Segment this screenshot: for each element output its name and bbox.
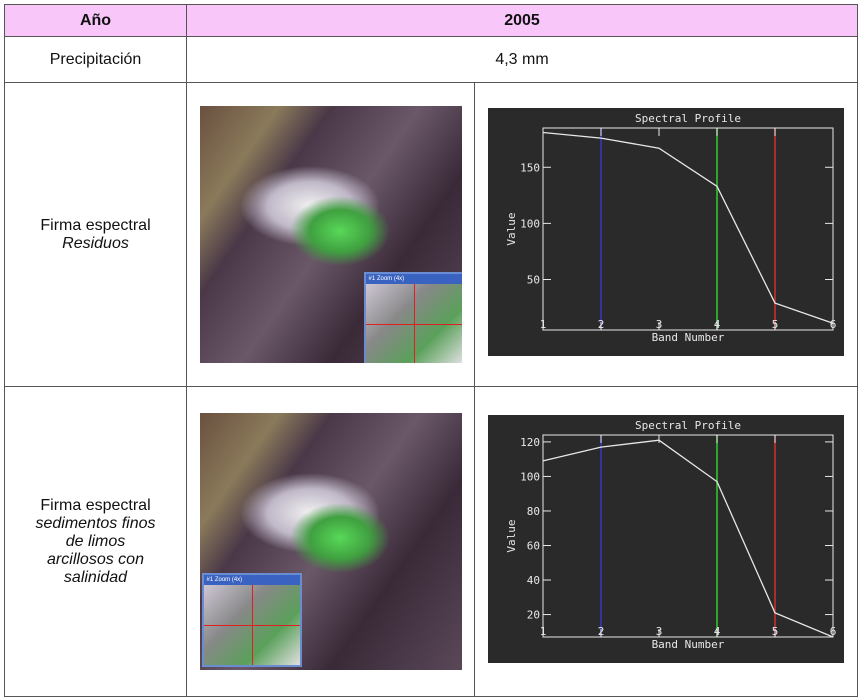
cell: 4,3 mm: [187, 37, 858, 83]
y-tick-label: 120: [520, 436, 540, 449]
x-axis-label: Band Number: [652, 638, 725, 651]
x-axis-label: Band Number: [652, 331, 725, 344]
image-cell: #1 Zoom (4x): [187, 83, 475, 387]
chart-title: Spectral Profile: [635, 112, 741, 125]
image-cell: #1 Zoom (4x): [187, 387, 475, 697]
x-tick-label: 2: [598, 625, 605, 638]
y-tick-label: 100: [520, 217, 540, 230]
y-axis-label: Value: [505, 212, 518, 245]
y-tick-label: 20: [527, 609, 540, 622]
y-tick-label: 50: [527, 274, 540, 287]
y-axis-label: Value: [505, 519, 518, 552]
cell-text: Residuos: [31, 235, 161, 253]
y-tick-label: 80: [527, 505, 540, 518]
cell-text: sedimentos finos de limos arcillosos con…: [31, 515, 161, 587]
zoom-title: #1 Zoom (4x): [204, 575, 300, 585]
page: Año 2005 Precipitación 4,3 mm Firma espe…: [0, 0, 860, 699]
satellite-image: #1 Zoom (4x): [200, 106, 462, 363]
row: Precipitación 4,3 mm: [5, 37, 858, 83]
x-tick-label: 5: [772, 625, 779, 638]
chart-title: Spectral Profile: [635, 419, 741, 432]
x-tick-label: 6: [830, 318, 837, 331]
x-tick-label: 3: [656, 318, 663, 331]
x-tick-label: 1: [540, 318, 547, 331]
x-tick-label: 1: [540, 625, 547, 638]
y-tick-label: 150: [520, 161, 540, 174]
header-cell: 2005: [187, 5, 858, 37]
x-tick-label: 2: [598, 318, 605, 331]
x-tick-label: 3: [656, 625, 663, 638]
zoom-title: #1 Zoom (4x): [366, 274, 462, 284]
x-tick-label: 5: [772, 318, 779, 331]
cell-text: Firma espectral: [40, 497, 150, 514]
x-tick-label: 4: [714, 625, 721, 638]
chart-cell: Spectral Profile 50 100 150 1 2 3 4 5 6 Band Numbe…: [475, 83, 858, 387]
cell-text: Firma espectral: [40, 217, 150, 234]
cell: Precipitación: [5, 37, 187, 83]
chart: Spectral Profile 50 100 150 1 2 3 4 5 6 Band Numbe…: [488, 108, 844, 356]
x-tick-label: 4: [714, 318, 721, 331]
y-tick-label: 40: [527, 574, 540, 587]
y-tick-label: 60: [527, 539, 540, 552]
zoom-window: #1 Zoom (4x): [364, 272, 462, 363]
header-cell: Año: [5, 5, 187, 37]
satellite-image: #1 Zoom (4x): [200, 413, 462, 670]
zoom-window: #1 Zoom (4x): [202, 573, 302, 667]
data-table: Año 2005 Precipitación 4,3 mm Firma espe…: [4, 4, 858, 697]
y-tick-label: 100: [520, 470, 540, 483]
header-row: Año 2005: [5, 5, 858, 37]
